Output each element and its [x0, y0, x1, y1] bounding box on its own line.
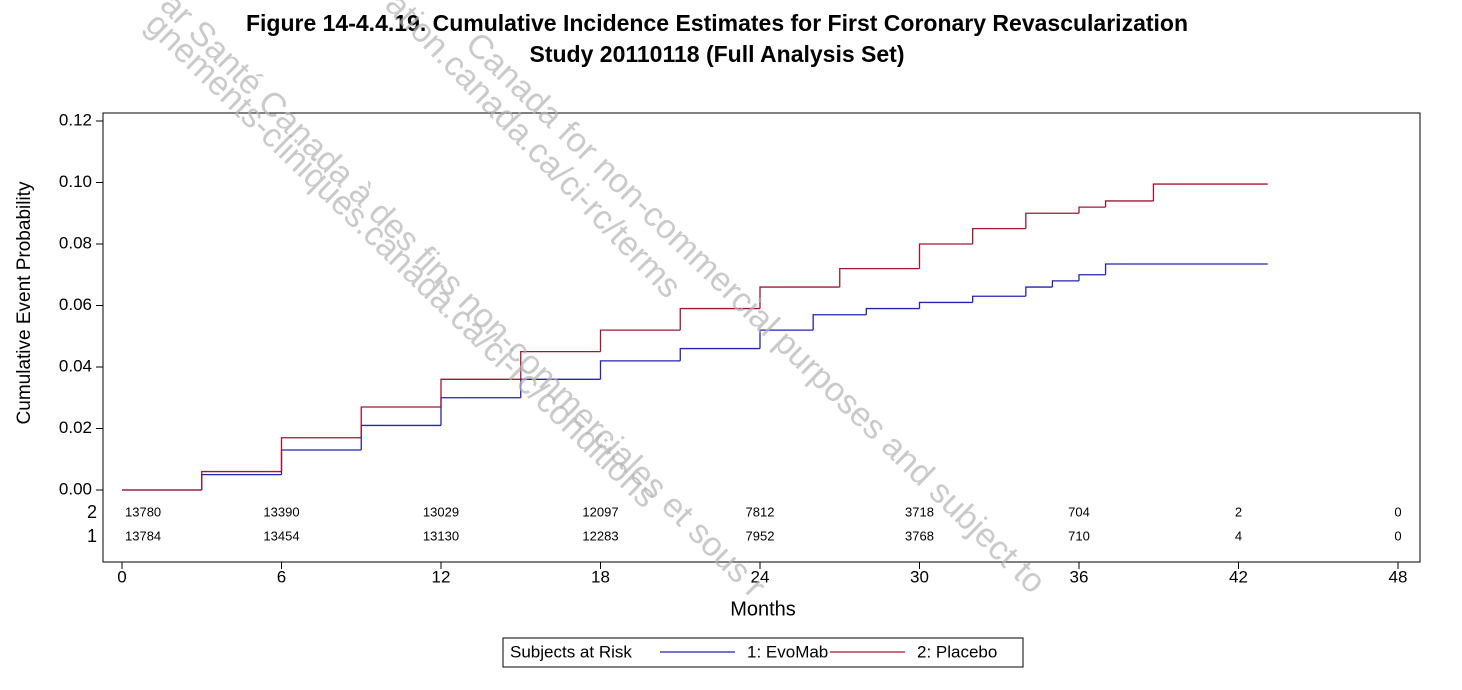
- step-segment: [280, 449, 362, 475]
- step-segment: [679, 307, 760, 331]
- step-segment: [865, 307, 920, 315]
- at-risk-count: 7952: [746, 528, 775, 543]
- x-tick-label: 18: [591, 567, 610, 586]
- y-axis-label: Cumulative Event Probability: [14, 181, 35, 424]
- step-segment: [599, 329, 681, 352]
- step-segment: [1104, 263, 1268, 275]
- x-tick-label: 24: [751, 567, 770, 586]
- x-tick-label: 12: [432, 567, 451, 586]
- step-segment: [759, 329, 814, 349]
- x-tick-label: 30: [910, 567, 929, 586]
- risk-row-label: 1: [87, 526, 97, 546]
- at-risk-count: 0: [1394, 528, 1401, 543]
- step-segment: [1078, 206, 1106, 214]
- y-tick-label: 0.00: [59, 479, 92, 498]
- step-segment: [201, 473, 282, 490]
- step-segment: [679, 347, 760, 361]
- at-risk-count: 710: [1068, 528, 1090, 543]
- risk-row-label: 2: [87, 502, 97, 522]
- step-segment: [1078, 274, 1106, 281]
- step-segment: [520, 350, 601, 380]
- at-risk-count: 12097: [582, 504, 618, 519]
- at-risk-count: 13454: [263, 528, 299, 543]
- step-segment: [440, 397, 521, 426]
- at-risk-count: 13029: [423, 504, 459, 519]
- step-segment: [1104, 200, 1154, 208]
- at-risk-count: 13390: [263, 504, 299, 519]
- step-segment: [1025, 286, 1053, 297]
- at-risk-count: 12283: [582, 528, 618, 543]
- step-segment: [918, 301, 973, 309]
- step-segment: [972, 227, 1026, 244]
- at-risk-count: 4: [1235, 528, 1242, 543]
- step-segment: [918, 243, 973, 269]
- chart-title: Figure 14-4.4.19. Cumulative Incidence E…: [246, 10, 1188, 36]
- legend-box: [502, 637, 1024, 668]
- y-tick-label: 0.02: [59, 418, 92, 437]
- legend-label: 1: EvoMab: [747, 642, 828, 661]
- legend-label: 2: Placebo: [917, 642, 997, 661]
- y-tick-label: 0.04: [59, 356, 92, 375]
- at-risk-count: 13780: [125, 504, 161, 519]
- step-segment: [972, 295, 1026, 303]
- step-segment: [1152, 183, 1268, 201]
- x-tick-label: 42: [1229, 567, 1248, 586]
- at-risk-count: 0: [1394, 504, 1401, 519]
- step-segment: [440, 378, 521, 407]
- chart-subtitle: Study 20110118 (Full Analysis Set): [530, 41, 905, 67]
- step-segment: [759, 286, 840, 309]
- at-risk-count: 3768: [905, 528, 934, 543]
- step-segment: [280, 437, 362, 472]
- step-segment: [1051, 280, 1079, 288]
- y-tick-label: 0.10: [59, 172, 92, 191]
- x-axis-label: Months: [730, 598, 796, 620]
- x-tick-label: 48: [1389, 567, 1408, 586]
- plot-frame: [102, 112, 1421, 563]
- step-segment: [812, 314, 867, 331]
- step-segment: [360, 406, 441, 438]
- legend-title: Subjects at Risk: [510, 642, 632, 661]
- at-risk-count: 13130: [423, 528, 459, 543]
- step-segment: [1025, 212, 1079, 229]
- at-risk-count: 3718: [905, 504, 934, 519]
- step-segment: [599, 360, 681, 380]
- x-tick-label: 6: [277, 567, 286, 586]
- at-risk-count: 7812: [746, 504, 775, 519]
- at-risk-count: 2: [1235, 504, 1242, 519]
- at-risk-count: 13784: [125, 528, 161, 543]
- y-tick-label: 0.08: [59, 233, 92, 252]
- x-tick-label: 0: [117, 567, 126, 586]
- x-tick-label: 36: [1070, 567, 1089, 586]
- y-tick-label: 0.06: [59, 295, 92, 314]
- at-risk-count: 704: [1068, 504, 1090, 519]
- y-tick-label: 0.12: [59, 110, 92, 129]
- step-segment: [201, 470, 282, 490]
- step-segment: [839, 267, 920, 288]
- step-segment: [360, 424, 441, 451]
